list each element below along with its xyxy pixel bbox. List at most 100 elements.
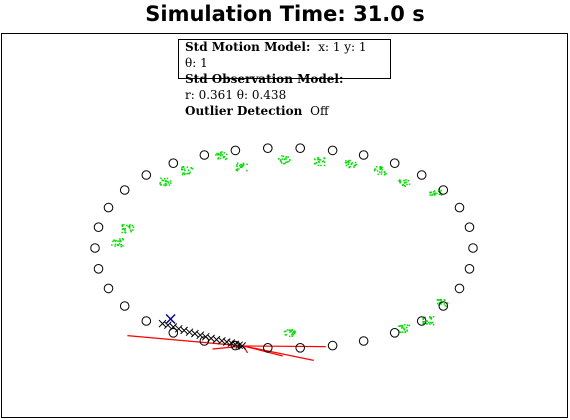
particle <box>282 155 285 158</box>
particle <box>355 163 358 166</box>
particle-cluster <box>313 157 326 167</box>
landmark <box>141 316 152 326</box>
particle <box>292 333 295 336</box>
particle <box>379 171 381 173</box>
particle <box>405 181 407 183</box>
particle <box>408 324 410 327</box>
particle <box>187 172 189 175</box>
particle <box>236 169 239 172</box>
observation-model-label: Std Observation Model: <box>185 72 343 86</box>
particle <box>277 158 280 160</box>
particle <box>240 163 242 166</box>
particle-cluster <box>235 162 248 172</box>
motion-model-theta: θ: 1 <box>185 56 208 70</box>
particle-cluster <box>159 177 172 187</box>
particle <box>218 153 220 156</box>
particle <box>290 330 293 332</box>
particle <box>385 173 387 175</box>
particle <box>235 169 238 171</box>
particle <box>347 163 349 166</box>
particle <box>169 180 172 182</box>
particle <box>224 158 227 161</box>
particle <box>283 158 285 161</box>
particle <box>318 158 320 161</box>
particle <box>225 157 228 160</box>
particle <box>191 168 194 170</box>
particle <box>283 330 286 333</box>
particle <box>434 192 436 194</box>
particle <box>400 325 402 327</box>
particle <box>319 159 321 161</box>
particle <box>403 179 405 182</box>
particle <box>323 164 326 167</box>
particle <box>438 193 441 195</box>
particle <box>375 166 378 168</box>
particle <box>165 180 167 182</box>
particle <box>402 331 404 333</box>
particle <box>401 327 403 329</box>
landmark <box>199 150 210 160</box>
particle <box>223 152 225 154</box>
trajectory-marker <box>158 319 167 328</box>
motion-model-label: Std Motion Model: <box>185 40 310 54</box>
particle <box>128 226 131 228</box>
particle <box>217 157 220 159</box>
particle <box>283 162 285 165</box>
particle <box>373 169 376 172</box>
particle <box>281 155 283 157</box>
landmark <box>438 185 449 195</box>
particle <box>215 154 217 156</box>
particle <box>113 239 115 241</box>
landmark <box>90 243 100 253</box>
particle <box>182 172 184 174</box>
particle <box>446 302 449 304</box>
trajectory-marker <box>227 339 236 347</box>
particle <box>440 193 442 195</box>
particle <box>114 245 116 247</box>
particle <box>288 329 291 331</box>
particle <box>344 161 347 164</box>
particle <box>429 323 431 325</box>
particle <box>167 181 169 183</box>
particle <box>118 240 121 242</box>
particle <box>444 305 446 307</box>
particle <box>121 228 124 230</box>
estimate-marker <box>165 314 176 324</box>
particle <box>314 162 317 165</box>
outlier-detection-line: Outlier Detection Off <box>185 104 330 118</box>
particle <box>236 165 238 168</box>
particle <box>406 183 408 186</box>
particle <box>348 160 350 162</box>
particle <box>293 331 295 333</box>
particle-cluster <box>277 155 291 165</box>
trajectory-marker <box>174 324 183 333</box>
particle <box>403 329 406 331</box>
particle <box>440 298 442 301</box>
particle <box>321 160 324 163</box>
landmark <box>295 143 306 153</box>
particle-cluster <box>180 166 194 176</box>
particle-cluster <box>398 179 411 187</box>
particle <box>429 317 432 319</box>
particle <box>431 194 433 196</box>
particle <box>422 317 424 320</box>
trajectory-marker <box>169 323 178 331</box>
particle <box>114 240 116 242</box>
particle <box>165 184 168 186</box>
particle <box>220 151 222 154</box>
motion-model-values: x: 1 y: 1 <box>318 40 366 54</box>
landmark <box>464 264 475 274</box>
particle <box>401 326 404 328</box>
particle <box>429 194 431 196</box>
particle <box>183 168 186 170</box>
particle-cluster <box>398 324 410 334</box>
particle <box>438 301 441 304</box>
landmark <box>454 202 465 213</box>
trajectory-marker <box>196 331 205 340</box>
particle <box>160 184 163 186</box>
particle <box>288 160 290 163</box>
particle <box>182 166 185 168</box>
particle <box>226 153 228 156</box>
particle <box>384 172 386 174</box>
particle <box>317 158 319 161</box>
